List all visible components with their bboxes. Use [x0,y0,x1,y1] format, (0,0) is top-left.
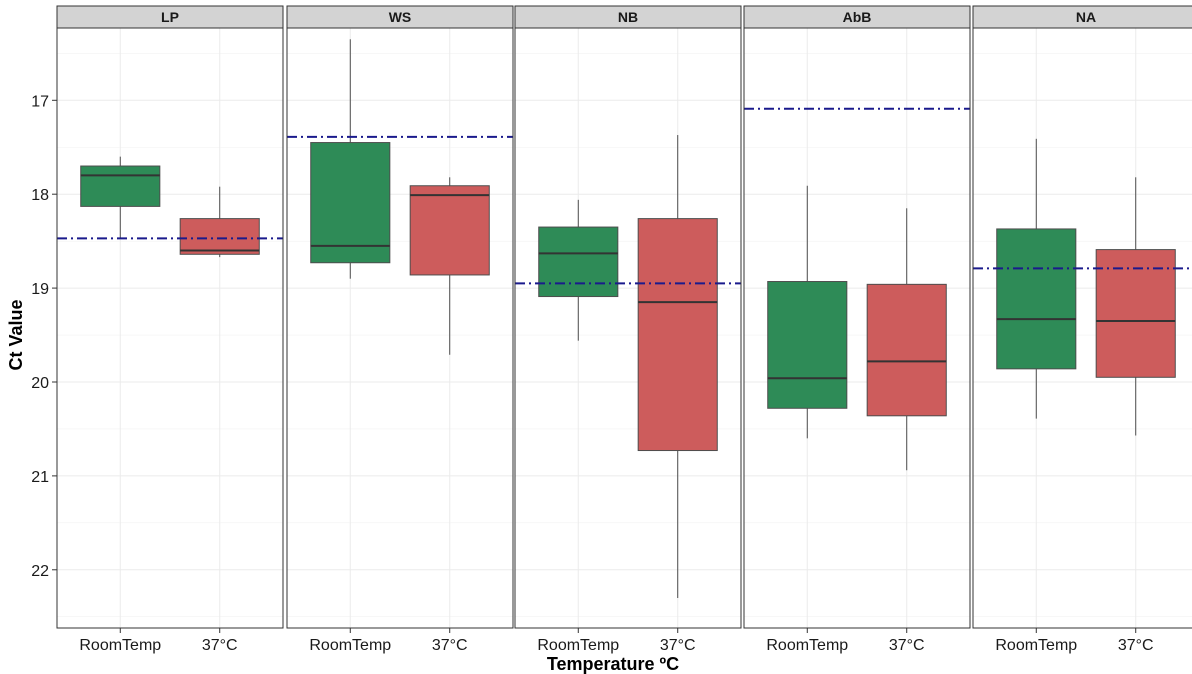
y-axis: 17 18 19 20 21 22 [31,93,57,580]
facet-panel-lp: LP RoomTemp 37°C [56,5,284,654]
facet-panel-ws: WS RoomTemp 37°C [286,5,514,654]
box-roomtemp [80,156,161,239]
y-tick-label: 17 [31,93,49,110]
facet-strip-label: AbB [843,9,872,25]
y-axis-title: Ct Value [6,299,26,370]
box-roomtemp [996,138,1077,419]
box-body [310,142,391,264]
x-tick-label: 37°C [202,637,238,654]
x-tick-label: RoomTemp [766,637,848,654]
box-37c [409,177,490,355]
x-axis-title: Temperature ºC [547,654,679,674]
panels-layer: LP RoomTemp 37°C WS RoomTemp 37°C NB RoomTemp 37… [56,5,1192,654]
box-roomtemp [767,185,848,439]
box-37c [637,135,718,598]
facet-strip-label: NA [1076,9,1096,25]
facet-panel-abb: AbB RoomTemp 37°C [743,5,971,654]
x-tick-label: RoomTemp [79,637,161,654]
panel-background [287,28,513,628]
facet-strip [743,5,971,29]
box-body [767,281,848,409]
box-body [538,226,619,298]
facet-strip-label: LP [161,9,179,25]
facet-strip [56,5,284,29]
x-tick-label: 37°C [432,637,468,654]
box-body [409,185,490,276]
box-37c [179,186,260,258]
box-37c [1095,177,1176,436]
facet-strip-label: NB [618,9,638,25]
box-body [637,218,718,452]
y-tick-label: 19 [31,281,49,298]
x-tick-label: RoomTemp [537,637,619,654]
x-tick-label: 37°C [1118,637,1154,654]
box-body [80,165,161,207]
x-tick-label: RoomTemp [995,637,1077,654]
x-tick-label: RoomTemp [309,637,391,654]
facet-panel-nb: NB RoomTemp 37°C [514,5,742,654]
facet-strip [286,5,514,29]
y-tick-label: 21 [31,469,49,486]
box-roomtemp [538,199,619,341]
box-body [866,283,947,417]
y-tick-label: 18 [31,187,49,204]
x-tick-label: 37°C [660,637,696,654]
y-tick-label: 20 [31,375,49,392]
x-tick-label: 37°C [889,637,925,654]
box-body [996,228,1077,370]
facet-strip-label: WS [389,9,412,25]
box-body [1095,249,1176,378]
panel-background [57,28,283,628]
box-body [179,218,260,255]
facet-panel-na: NA RoomTemp 37°C [972,5,1192,654]
box-roomtemp [310,39,391,279]
box-37c [866,208,947,471]
facet-strip [514,5,742,29]
facet-strip [972,5,1192,29]
y-tick-label: 22 [31,563,49,580]
